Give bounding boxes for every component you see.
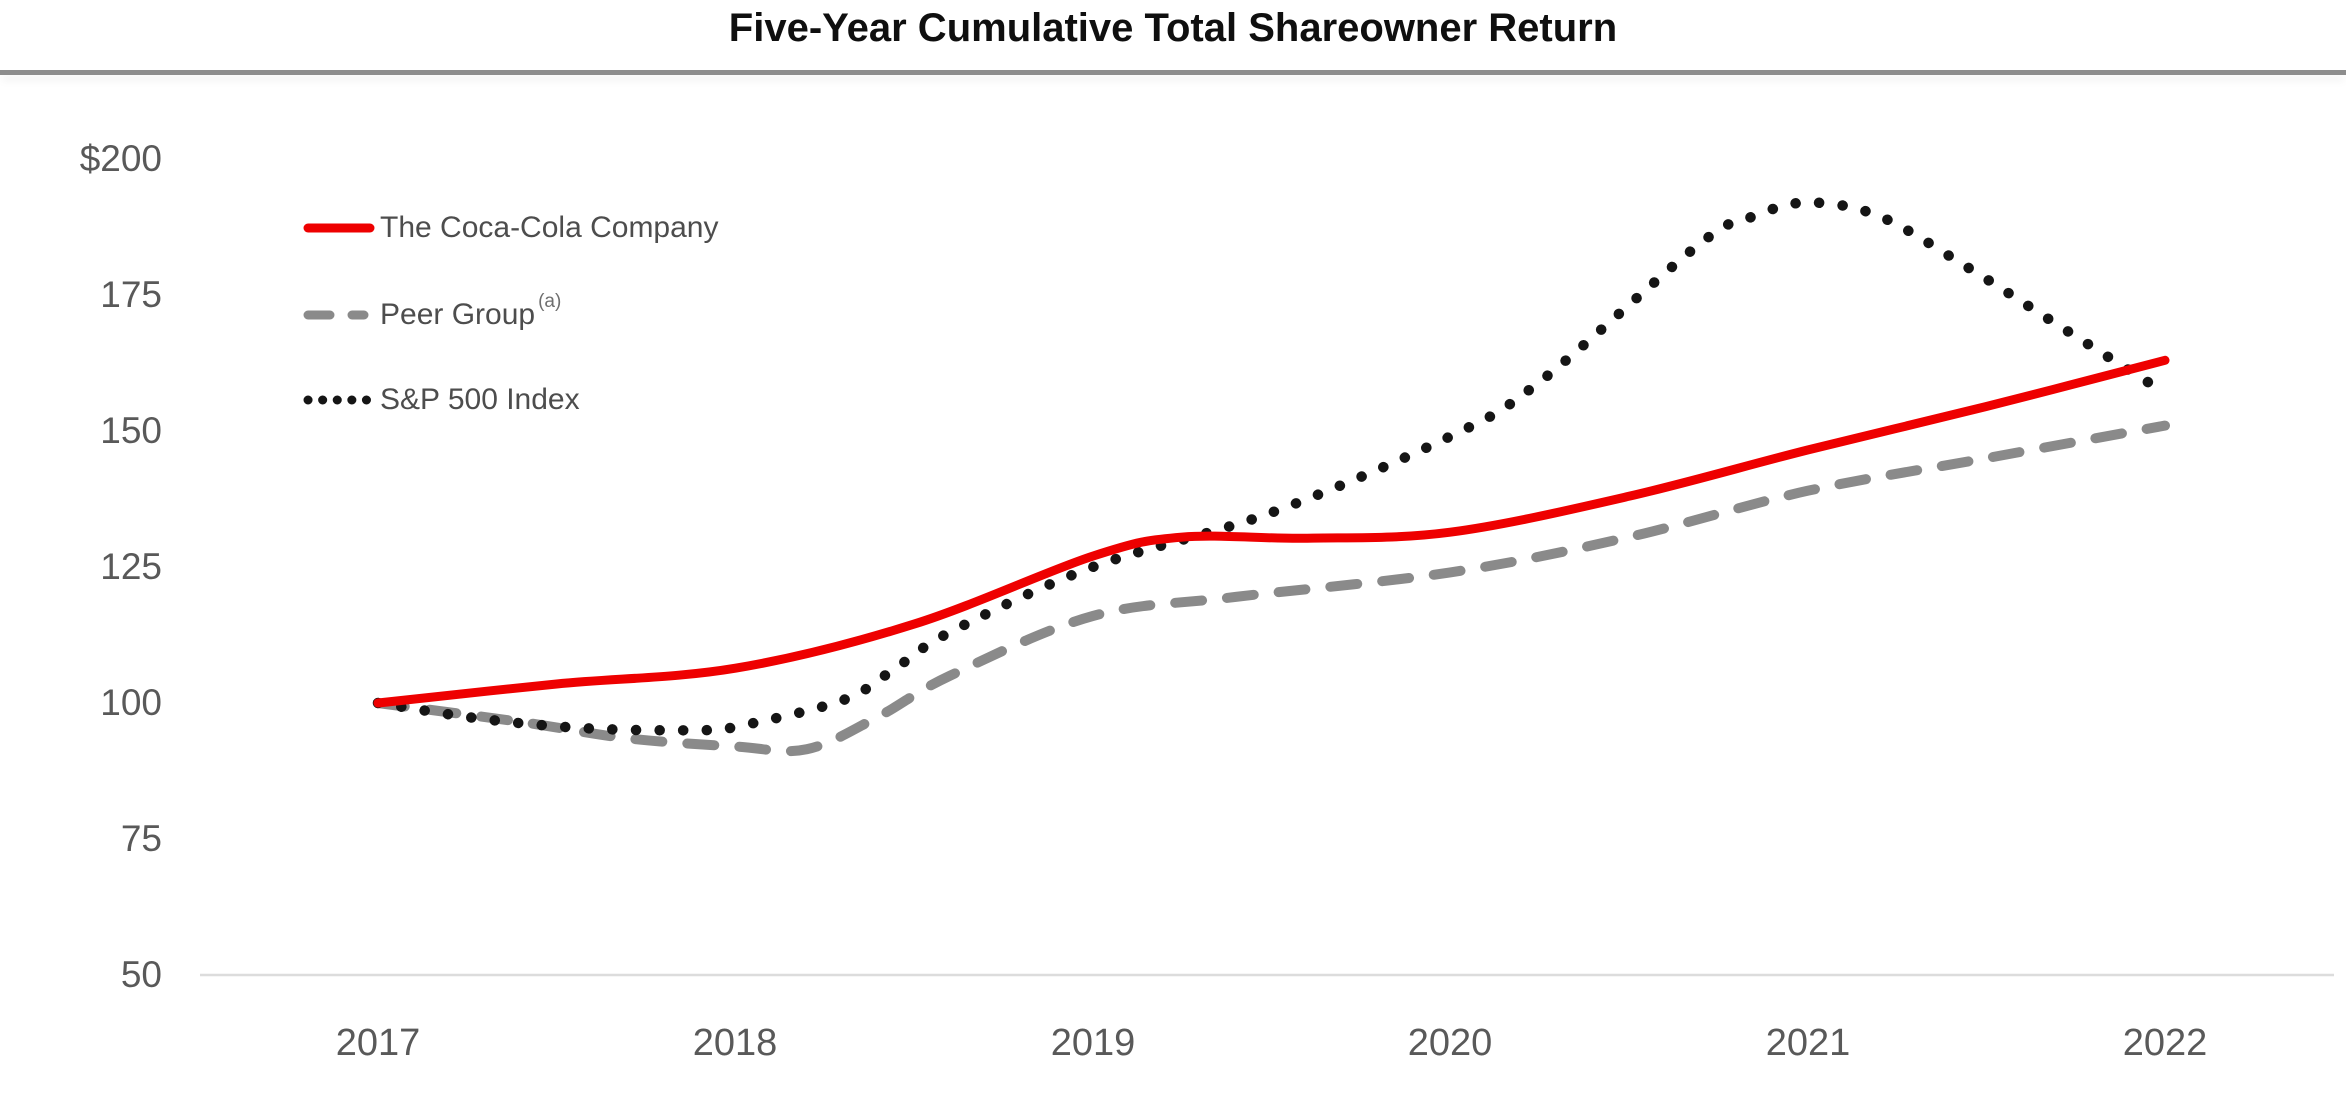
y-tick-100: 100 — [100, 682, 162, 723]
y-tick-200: $200 — [79, 138, 162, 179]
chart-title: Five-Year Cumulative Total Shareowner Re… — [728, 6, 1618, 50]
legend-label-coca-cola: The Coca-Cola Company — [380, 211, 719, 244]
legend-label-peer-group: Peer Group — [380, 298, 536, 331]
solid-line-swatch-icon — [303, 223, 375, 233]
x-tick-2021: 2021 — [1765, 1022, 1851, 1064]
dotted-line-swatch-icon — [303, 395, 375, 405]
legend-item-coca-cola: The Coca-Cola Company — [303, 208, 718, 248]
legend-label-sp500: S&P 500 Index — [380, 383, 580, 416]
legend-item-peer-group: Peer Group (a) — [303, 291, 561, 335]
sp500-index-line — [372, 197, 2171, 736]
y-tick-175: 175 — [100, 274, 162, 315]
peer-group-line — [373, 420, 2170, 757]
coca-cola-line — [373, 355, 2170, 708]
x-tick-2020: 2020 — [1407, 1022, 1493, 1064]
title-divider-rule — [0, 70, 2346, 75]
x-tick-2018: 2018 — [692, 1022, 778, 1064]
y-tick-75: 75 — [120, 818, 162, 859]
x-tick-2019: 2019 — [1050, 1022, 1136, 1064]
y-tick-50: 50 — [120, 954, 162, 995]
y-tick-150: 150 — [100, 410, 162, 451]
x-tick-2017: 2017 — [335, 1022, 421, 1064]
legend-footnote-marker: (a) — [538, 291, 562, 312]
dashed-line-swatch-icon — [303, 310, 375, 320]
legend-item-sp500: S&P 500 Index — [303, 380, 580, 420]
y-tick-125: 125 — [100, 546, 162, 587]
x-tick-2022: 2022 — [2122, 1022, 2208, 1064]
